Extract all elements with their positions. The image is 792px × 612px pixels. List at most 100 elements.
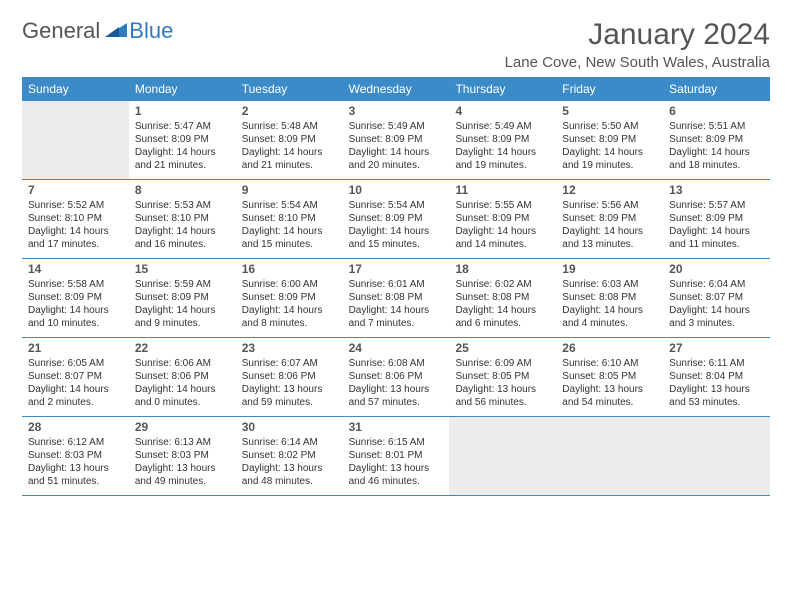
day-sunrise: Sunrise: 5:55 AM xyxy=(455,199,550,212)
day-sunrise: Sunrise: 6:03 AM xyxy=(562,278,657,291)
day-number: 1 xyxy=(135,104,230,118)
day-number: 29 xyxy=(135,420,230,434)
day-sunset: Sunset: 8:08 PM xyxy=(349,291,444,304)
week-row: 14Sunrise: 5:58 AMSunset: 8:09 PMDayligh… xyxy=(22,259,770,338)
day-daylight1: Daylight: 14 hours xyxy=(349,225,444,238)
day-number: 16 xyxy=(242,262,337,276)
day-number: 13 xyxy=(669,183,764,197)
day-cell: 27Sunrise: 6:11 AMSunset: 8:04 PMDayligh… xyxy=(663,338,770,416)
logo-text-general: General xyxy=(22,18,100,44)
day-daylight1: Daylight: 14 hours xyxy=(455,146,550,159)
day-number: 2 xyxy=(242,104,337,118)
day-cell: 5Sunrise: 5:50 AMSunset: 8:09 PMDaylight… xyxy=(556,101,663,179)
day-sunset: Sunset: 8:03 PM xyxy=(135,449,230,462)
day-sunset: Sunset: 8:05 PM xyxy=(455,370,550,383)
day-sunset: Sunset: 8:09 PM xyxy=(135,291,230,304)
location-subtitle: Lane Cove, New South Wales, Australia xyxy=(505,54,770,71)
day-sunrise: Sunrise: 6:02 AM xyxy=(455,278,550,291)
day-cell: 9Sunrise: 5:54 AMSunset: 8:10 PMDaylight… xyxy=(236,180,343,258)
day-header-cell: Tuesday xyxy=(236,77,343,101)
day-daylight2: and 21 minutes. xyxy=(242,159,337,172)
day-daylight1: Daylight: 14 hours xyxy=(669,146,764,159)
day-daylight1: Daylight: 14 hours xyxy=(28,225,123,238)
day-header-cell: Thursday xyxy=(449,77,556,101)
day-daylight1: Daylight: 14 hours xyxy=(349,304,444,317)
day-cell: 2 Sunrise: 5:48 AMSunset: 8:09 PMDaylight… xyxy=(236,101,343,179)
day-daylight1: Daylight: 14 hours xyxy=(28,304,123,317)
day-cell: 26Sunrise: 6:10 AMSunset: 8:05 PMDayligh… xyxy=(556,338,663,416)
day-number: 8 xyxy=(135,183,230,197)
week-row: 21Sunrise: 6:05 AMSunset: 8:07 PMDayligh… xyxy=(22,338,770,417)
day-daylight1: Daylight: 14 hours xyxy=(135,383,230,396)
day-sunset: Sunset: 8:09 PM xyxy=(242,291,337,304)
day-daylight1: Daylight: 14 hours xyxy=(455,304,550,317)
day-daylight2: and 51 minutes. xyxy=(28,475,123,488)
day-daylight2: and 57 minutes. xyxy=(349,396,444,409)
day-sunrise: Sunrise: 5:50 AM xyxy=(562,120,657,133)
day-daylight2: and 48 minutes. xyxy=(242,475,337,488)
day-daylight1: Daylight: 13 hours xyxy=(242,462,337,475)
day-sunset: Sunset: 8:09 PM xyxy=(669,133,764,146)
day-cell: 30Sunrise: 6:14 AMSunset: 8:02 PMDayligh… xyxy=(236,417,343,495)
day-cell: 12Sunrise: 5:56 AMSunset: 8:09 PMDayligh… xyxy=(556,180,663,258)
day-sunset: Sunset: 8:09 PM xyxy=(349,212,444,225)
week-row: 28 Sunrise: 6:12 AM Sunset: 8:03 PM Dayligh… xyxy=(22,417,770,496)
day-number: 22 xyxy=(135,341,230,355)
day-sunrise: Sunrise: 5:53 AM xyxy=(135,199,230,212)
day-daylight2: and 15 minutes. xyxy=(242,238,337,251)
day-daylight2: and 18 minutes. xyxy=(669,159,764,172)
day-sunset: Sunset: 8:09 PM xyxy=(135,133,230,146)
day-sunset: Sunset: 8:09 PM xyxy=(349,133,444,146)
day-number: 26 xyxy=(562,341,657,355)
day-daylight2: and 13 minutes. xyxy=(562,238,657,251)
day-sunset: Sunset: 8:09 PM xyxy=(242,133,337,146)
day-cell: 20Sunrise: 6:04 AMSunset: 8:07 PMDayligh… xyxy=(663,259,770,337)
day-sunrise: Sunrise: 6:15 AM xyxy=(349,436,444,449)
day-daylight2: and 53 minutes. xyxy=(669,396,764,409)
day-sunset: Sunset: 8:10 PM xyxy=(135,212,230,225)
day-daylight2: and 20 minutes. xyxy=(349,159,444,172)
day-number: 30 xyxy=(242,420,337,434)
day-sunset: Sunset: 8:09 PM xyxy=(562,212,657,225)
day-cell-blank xyxy=(449,417,556,495)
day-sunrise: Sunrise: 5:54 AM xyxy=(242,199,337,212)
day-sunset: Sunset: 8:09 PM xyxy=(562,133,657,146)
day-number: 14 xyxy=(28,262,123,276)
day-daylight1: Daylight: 14 hours xyxy=(28,383,123,396)
day-daylight2: and 46 minutes. xyxy=(349,475,444,488)
day-sunset: Sunset: 8:04 PM xyxy=(669,370,764,383)
day-daylight2: and 59 minutes. xyxy=(242,396,337,409)
day-daylight2: and 10 minutes. xyxy=(28,317,123,330)
day-sunrise: Sunrise: 5:49 AM xyxy=(349,120,444,133)
day-header-cell: Saturday xyxy=(663,77,770,101)
day-cell: 4Sunrise: 5:49 AMSunset: 8:09 PMDaylight… xyxy=(449,101,556,179)
day-number: 28 xyxy=(28,420,123,434)
day-header-row: SundayMondayTuesdayWednesdayThursdayFrid… xyxy=(22,77,770,101)
day-daylight2: and 19 minutes. xyxy=(455,159,550,172)
day-cell: 29Sunrise: 6:13 AMSunset: 8:03 PMDayligh… xyxy=(129,417,236,495)
day-cell-blank xyxy=(22,101,129,179)
day-cell: 28Sunrise: 6:12 AMSunset: 8:03 PMDayligh… xyxy=(22,417,129,495)
day-sunset: Sunset: 8:10 PM xyxy=(242,212,337,225)
day-number: 21 xyxy=(28,341,123,355)
day-number: 24 xyxy=(349,341,444,355)
day-sunset: Sunset: 8:07 PM xyxy=(669,291,764,304)
logo: General Blue xyxy=(22,18,173,44)
day-cell: 23Sunrise: 6:07 AMSunset: 8:06 PMDayligh… xyxy=(236,338,343,416)
day-sunrise: Sunrise: 5:52 AM xyxy=(28,199,123,212)
day-sunrise: Sunrise: 6:11 AM xyxy=(669,357,764,370)
logo-text-blue: Blue xyxy=(129,18,173,44)
day-cell: 31Sunrise: 6:15 AMSunset: 8:01 PMDayligh… xyxy=(343,417,450,495)
day-sunrise: Sunrise: 6:12 AM xyxy=(28,436,123,449)
day-sunrise: Sunrise: 5:48 AM xyxy=(242,120,337,133)
day-sunset: Sunset: 8:06 PM xyxy=(242,370,337,383)
day-daylight1: Daylight: 14 hours xyxy=(242,146,337,159)
day-header-cell: Friday xyxy=(556,77,663,101)
day-number: 10 xyxy=(349,183,444,197)
day-daylight2: and 7 minutes. xyxy=(349,317,444,330)
day-daylight1: Daylight: 14 hours xyxy=(669,225,764,238)
day-sunrise: Sunrise: 5:59 AM xyxy=(135,278,230,291)
day-number: 19 xyxy=(562,262,657,276)
day-cell-blank xyxy=(663,417,770,495)
day-daylight2: and 2 minutes. xyxy=(28,396,123,409)
